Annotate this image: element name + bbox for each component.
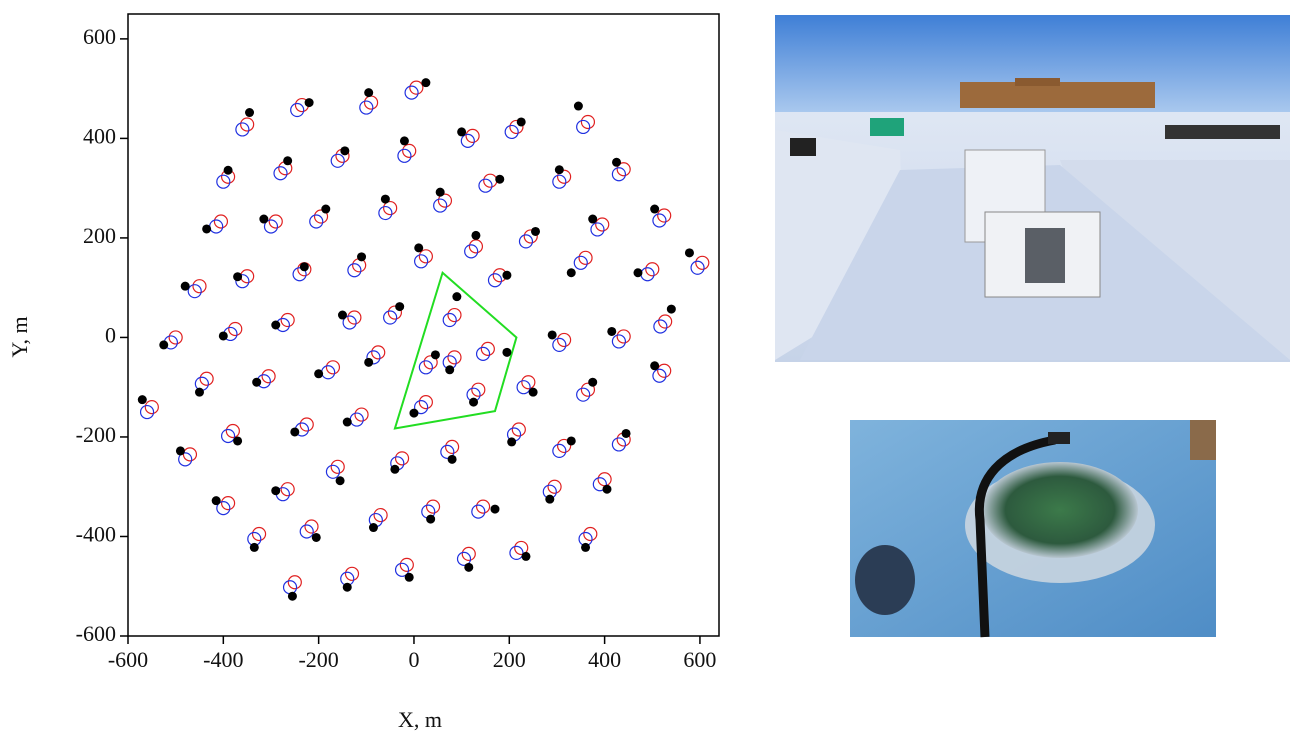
station-dot <box>502 271 511 280</box>
station-dot <box>314 369 323 378</box>
station-dot <box>633 268 642 277</box>
station-dot <box>300 262 309 271</box>
station-dot <box>343 418 352 427</box>
y-tick-label: 0 <box>105 322 116 347</box>
station-dot <box>340 146 349 155</box>
station-dot <box>202 224 211 233</box>
station-dot <box>452 292 461 301</box>
station-dot <box>521 552 530 561</box>
y-tick-label: 600 <box>83 24 116 49</box>
station-dot <box>212 496 221 505</box>
x-axis-label: X, m <box>398 707 442 732</box>
station-dot <box>250 543 259 552</box>
station-dot <box>369 523 378 532</box>
station-dot <box>607 327 616 336</box>
station-dot <box>312 533 321 542</box>
station-dot <box>421 78 430 87</box>
station-dot <box>507 437 516 446</box>
station-dot <box>224 166 233 175</box>
y-tick-label: 400 <box>83 123 116 148</box>
y-tick-label: 200 <box>83 223 116 248</box>
station-dot <box>529 388 538 397</box>
station-dot <box>602 485 611 494</box>
station-dot <box>567 268 576 277</box>
station-dot <box>288 592 297 601</box>
station-dot <box>364 358 373 367</box>
station-dot <box>343 583 352 592</box>
station-dot <box>464 563 473 572</box>
station-dot <box>548 330 557 339</box>
station-dot <box>567 436 576 445</box>
station-dot <box>395 302 404 311</box>
station-dot <box>414 243 423 252</box>
station-dot <box>502 348 511 357</box>
station-dot <box>364 88 373 97</box>
station-dot <box>271 321 280 330</box>
station-dot <box>252 378 261 387</box>
station-dot <box>233 272 242 281</box>
x-tick-label: 200 <box>493 647 526 672</box>
station-dot <box>448 455 457 464</box>
station-dot <box>574 102 583 111</box>
station-dot <box>271 486 280 495</box>
station-dot <box>336 476 345 485</box>
station-dot <box>650 205 659 214</box>
x-tick-label: -400 <box>203 647 243 672</box>
station-dot <box>138 395 147 404</box>
station-dot <box>457 127 466 136</box>
station-dot <box>426 515 435 524</box>
station-dot <box>581 543 590 552</box>
station-dot <box>357 252 366 261</box>
station-dot <box>555 165 564 174</box>
station-dot <box>545 495 554 504</box>
station-dot <box>233 436 242 445</box>
y-axis-label: Y, m <box>7 316 32 357</box>
station-dot <box>405 573 414 582</box>
x-tick-label: -600 <box>108 647 148 672</box>
plot-frame <box>128 14 719 636</box>
station-dot <box>321 205 330 214</box>
station-dot <box>531 227 540 236</box>
station-dot <box>159 340 168 349</box>
station-dot <box>517 117 526 126</box>
station-dot <box>283 156 292 165</box>
x-tick-label: -200 <box>298 647 338 672</box>
station-dot <box>667 305 676 314</box>
station-dot <box>176 446 185 455</box>
station-dot <box>471 231 480 240</box>
station-dot <box>588 215 597 224</box>
station-dot <box>305 98 314 107</box>
photo-tank-trench <box>775 15 1290 362</box>
station-dot <box>469 398 478 407</box>
x-tick-label: 0 <box>408 647 419 672</box>
station-dot <box>390 465 399 474</box>
station-dot <box>245 108 254 117</box>
photo-detector-module <box>850 420 1216 637</box>
y-tick-label: -600 <box>76 621 116 646</box>
station-dot <box>650 361 659 370</box>
station-dot <box>495 175 504 184</box>
station-dot <box>436 188 445 197</box>
station-dot <box>259 215 268 224</box>
figure: X, m Y, m -600 -400 -200 0 200 400 600 -600 -400… <box>0 0 1298 738</box>
station-dot <box>685 248 694 257</box>
station-dot <box>400 136 409 145</box>
station-dot <box>219 331 228 340</box>
station-dot <box>195 388 204 397</box>
station-dot <box>588 378 597 387</box>
y-tick-label: -400 <box>76 522 116 547</box>
station-dot <box>445 365 454 374</box>
station-dot <box>409 409 418 418</box>
station-dot <box>338 311 347 320</box>
station-dot <box>622 429 631 438</box>
station-dot <box>181 282 190 291</box>
station-dot <box>612 158 621 167</box>
x-tick-label: 400 <box>588 647 621 672</box>
station-dot <box>290 427 299 436</box>
x-tick-label: 600 <box>683 647 716 672</box>
station-dot <box>431 350 440 359</box>
station-dot <box>490 505 499 514</box>
station-dot <box>381 195 390 204</box>
y-tick-label: -200 <box>76 422 116 447</box>
